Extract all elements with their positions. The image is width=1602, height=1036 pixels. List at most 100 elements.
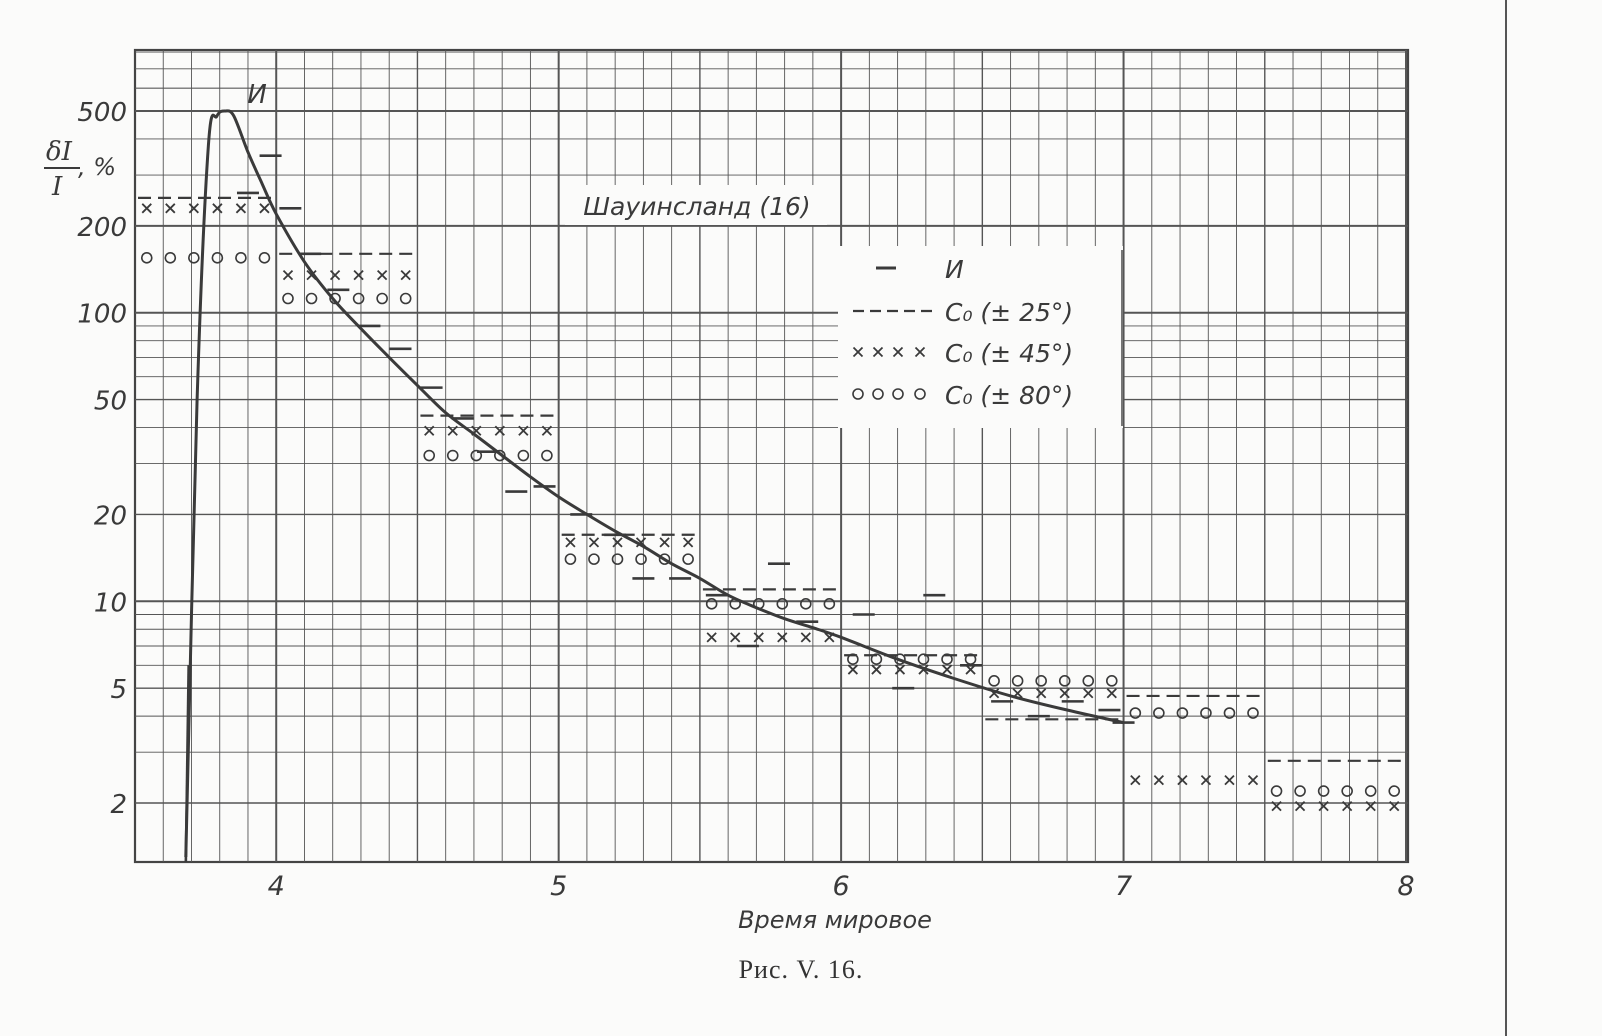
c0-45-marker [1177, 775, 1188, 786]
c0-45-marker [659, 537, 670, 548]
cross-stroke [612, 537, 623, 548]
cross-stroke [565, 537, 576, 548]
x-axis-label: Время мировое [738, 906, 932, 934]
c0-45-marker [800, 632, 811, 643]
c0-45-marker [424, 425, 435, 436]
x-tick-label: 8 [1397, 871, 1414, 902]
cross-stroke [541, 425, 553, 436]
c0-45-marker [730, 632, 741, 643]
c0-45-marker [282, 269, 294, 281]
c0-80-marker [164, 251, 177, 264]
c0-80-marker [352, 292, 365, 305]
c0-80-marker [1270, 785, 1283, 797]
c0-80-marker [1082, 675, 1095, 687]
c0-80-marker [470, 449, 483, 462]
c0-80-marker [941, 653, 953, 665]
c0-80-marker [376, 292, 388, 305]
plot-frame [133, 48, 1410, 864]
c0-80-marker [211, 251, 224, 264]
c0-45-marker [1247, 775, 1259, 786]
c0-45-marker [494, 425, 505, 436]
y-tick-label: 10 [94, 588, 127, 618]
c0-80-marker [305, 292, 318, 305]
y-axis-label-denominator: I [51, 172, 63, 202]
cross-stroke [212, 203, 223, 214]
cross-stroke [141, 203, 152, 214]
c0-45-marker [1271, 801, 1282, 812]
cross-stroke [165, 203, 176, 214]
c0-45-marker [518, 425, 529, 436]
y-axis-label: δI I , % [44, 137, 116, 202]
page-edge-line [1505, 0, 1507, 1036]
grid [133, 48, 1410, 864]
cross-stroke [706, 632, 717, 643]
c0-80-marker [776, 598, 789, 610]
cross-stroke [329, 269, 341, 281]
c0-80-marker [235, 251, 247, 264]
legend-label: C₀ (± 80°) [945, 381, 1073, 410]
c0-45-marker [1153, 775, 1164, 786]
c0-80-marker [140, 251, 153, 264]
c0-80-marker [823, 598, 836, 610]
c0-80-marker [1105, 675, 1118, 687]
cross-stroke [659, 537, 670, 548]
c0-45-marker [141, 203, 152, 214]
c0-80-marker [611, 553, 624, 565]
c0-80-marker [188, 251, 200, 264]
legend-symbol-cross [914, 346, 926, 358]
cross-stroke [753, 632, 764, 643]
c0-80-marker [800, 598, 812, 610]
c0-80-marker [847, 653, 859, 665]
cross-stroke [635, 537, 647, 548]
c0-80-marker [1200, 707, 1212, 719]
legend [838, 246, 1123, 428]
c0-80-marker [258, 251, 271, 264]
c0-45-marker [400, 269, 411, 281]
cross-stroke [235, 203, 247, 214]
c0-45-marker [1389, 801, 1400, 812]
cross-stroke [1153, 775, 1164, 786]
figure-caption: Рис. V. 16. [738, 955, 864, 984]
x-tick-label: 7 [1115, 871, 1132, 902]
y-tick-label: 5 [110, 675, 127, 705]
y-tick-label: 2 [110, 790, 127, 820]
c0-80-marker [988, 675, 1000, 687]
cross-stroke [494, 425, 505, 436]
c0-80-marker [541, 449, 553, 462]
cross-stroke [1342, 801, 1353, 812]
c0-45-marker [1224, 775, 1235, 786]
c0-45-marker [847, 664, 859, 675]
y-axis-label-unit: , % [78, 153, 116, 181]
c0-45-marker [753, 632, 764, 643]
c0-45-marker [377, 269, 388, 281]
c0-45-marker [612, 537, 623, 548]
c0-80-marker [1011, 675, 1024, 687]
legend-label: И [945, 255, 964, 284]
cross-stroke [588, 537, 600, 548]
c0-80-marker [1247, 707, 1259, 719]
cross-stroke [377, 269, 388, 281]
cross-stroke [259, 203, 270, 214]
cross-stroke [424, 425, 435, 436]
cross-stroke [1200, 775, 1212, 786]
c0-45-marker [353, 269, 364, 281]
cross-stroke [730, 632, 741, 643]
cross-stroke [847, 664, 859, 675]
chart-title: Шауинсланд (16) [583, 192, 810, 221]
cross-stroke [400, 269, 411, 281]
c0-45-marker [1059, 688, 1070, 699]
c0-45-marker [1365, 801, 1376, 812]
cross-stroke [188, 203, 199, 214]
c0-80-marker [705, 598, 718, 610]
cross-stroke [1059, 688, 1070, 699]
cross-stroke [892, 346, 904, 358]
c0-45-marker [1294, 801, 1306, 812]
c0-80-marker [1129, 707, 1142, 719]
legend-label: C₀ (± 25°) [945, 298, 1073, 327]
c0-45-marker [1342, 801, 1353, 812]
cross-stroke [800, 632, 811, 643]
c0-80-marker [1364, 785, 1377, 797]
legend-symbol-circle [872, 388, 884, 400]
title-background [565, 185, 827, 225]
